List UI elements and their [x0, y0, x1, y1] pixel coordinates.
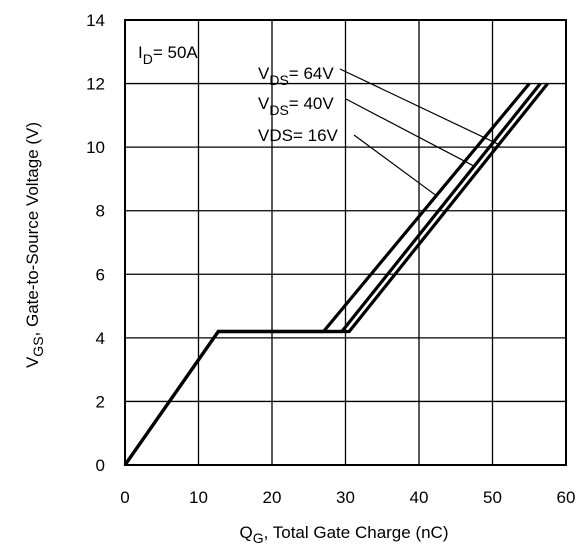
y-tick-label: 8 [96, 202, 105, 221]
y-axis-label-rest: , Gate-to-Source Voltage (V) [23, 122, 42, 337]
x-tick-label: 40 [410, 488, 429, 507]
x-tick-label: 10 [189, 488, 208, 507]
tick-labels: 0 10 20 30 40 50 60 0 2 4 6 8 10 12 14 [86, 11, 575, 507]
y-tick-label: 10 [86, 138, 105, 157]
x-axis-label-sub: G [253, 530, 264, 546]
y-tick-label: 6 [96, 265, 105, 284]
plot-frame [124, 19, 567, 466]
series-lines [123, 82, 549, 466]
grid [124, 19, 567, 466]
x-axis-label-main: Q [239, 523, 252, 542]
leader-line [353, 134, 436, 196]
y-tick-label: 0 [96, 456, 105, 475]
y-tick-label: 2 [96, 392, 105, 411]
y-tick-label: 12 [86, 75, 105, 94]
y-axis-label-sub: GS [30, 336, 46, 356]
x-tick-label: 50 [483, 488, 502, 507]
x-tick-label: 30 [336, 488, 355, 507]
x-axis-label-rest: , Total Gate Charge (nC) [264, 523, 449, 542]
x-tick-label: 20 [263, 488, 282, 507]
y-tick-label: 14 [86, 11, 105, 30]
drain-current-annotation: ID= 50A [138, 43, 198, 67]
y-axis-label-main: V [23, 356, 42, 368]
series-label: VDS= 64V [258, 64, 334, 88]
annotations: ID= 50A VDS= 64V VDS= 40V VDS= 16V [138, 43, 498, 196]
y-axis-label: VGS, Gate-to-Source Voltage (V) [23, 122, 46, 368]
leader-line [339, 68, 498, 145]
series-label: VDS= 16V [258, 126, 339, 145]
x-tick-label: 60 [557, 488, 576, 507]
leader-line [345, 98, 475, 167]
series-label: VDS= 40V [258, 94, 334, 118]
y-tick-label: 4 [96, 329, 105, 348]
x-tick-label: 0 [120, 488, 129, 507]
series-line [123, 82, 531, 466]
x-axis-label: QG, Total Gate Charge (nC) [239, 523, 448, 546]
